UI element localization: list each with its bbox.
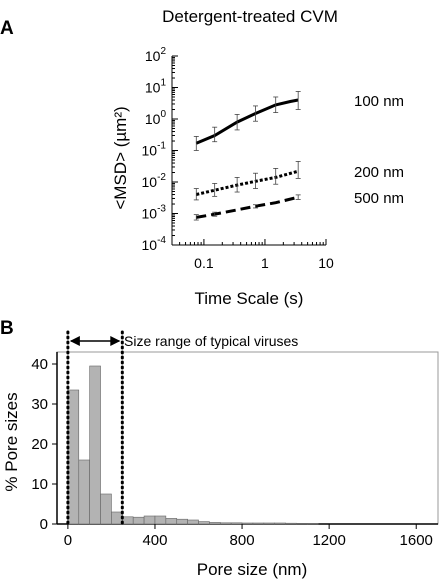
range-arrowhead-left	[69, 336, 80, 346]
chart-a-y-tick-label: 102	[145, 46, 167, 64]
chart-a-y-tick-exp: 2	[160, 46, 166, 57]
series-label-1: 100 nm	[354, 93, 404, 110]
chart-b-frame	[56, 351, 439, 525]
histogram-bar	[296, 523, 308, 525]
virus-range-label: Size range of typical viruses	[124, 333, 298, 349]
chart-a-y-tick-base: 10	[142, 174, 158, 190]
chart-b-x-tick-label: 0	[64, 532, 72, 549]
chart-a-y-tick-exp: -2	[157, 172, 166, 183]
chart-a-y-tick-exp: -3	[157, 204, 166, 215]
chart-a-y-tick-label: 101	[145, 78, 167, 96]
series-line-3	[196, 195, 299, 219]
chart-a-y-tick-exp: -1	[157, 141, 166, 152]
histogram-bar	[165, 518, 178, 525]
chart-a-x-tick-label: 1	[261, 255, 269, 271]
range-arrowhead-right	[110, 336, 121, 346]
chart-a-x-tick-label: 0.1	[194, 255, 214, 271]
chart-b-y-tick-label: 40	[31, 356, 48, 373]
chart-a-y-tick-label: 10-4	[142, 235, 167, 253]
chart-a-xlabel: Time Scale (s)	[195, 289, 304, 308]
histogram-bar	[111, 511, 123, 525]
histogram-bar	[78, 459, 90, 525]
histogram-bar	[176, 518, 188, 525]
series-line-2	[195, 169, 299, 196]
chart-a-title: Detergent-treated CVM	[162, 7, 338, 26]
series-label-2: 200 nm	[354, 164, 404, 181]
chart-a-y-tick-base: 10	[142, 237, 158, 253]
chart-a-y-tick-base: 10	[145, 48, 161, 64]
histogram-bar	[198, 521, 210, 525]
histogram-bar	[252, 522, 265, 525]
chart-a-y-tick-exp: -4	[157, 235, 166, 246]
chart-a-y-tick-label: 10-1	[142, 141, 167, 159]
chart-a-ylabel: <MSD> (µm²)	[111, 106, 130, 209]
chart-a-y-tick-base: 10	[145, 111, 161, 127]
histogram-bar	[230, 522, 243, 525]
chart-b-x-tick-label: 800	[230, 532, 255, 549]
series-label-3: 500 nm	[354, 190, 404, 207]
chart-b-y-tick-label: 10	[31, 476, 48, 493]
histogram-bar	[274, 522, 286, 525]
histogram-bar	[100, 493, 112, 525]
histogram-bar	[67, 389, 80, 525]
chart-a-y-tick-label: 10-2	[142, 172, 167, 190]
histogram-bar	[263, 522, 276, 525]
chart-b-ylabel: % Pore sizes	[2, 392, 21, 491]
histogram-bar	[209, 522, 221, 525]
panel-b-label: B	[0, 318, 14, 339]
series-line-1	[195, 98, 299, 145]
histogram-bar	[132, 516, 145, 525]
chart-a-y-tick-base: 10	[145, 80, 161, 96]
panel-a-label: A	[0, 18, 14, 39]
histogram-bar	[285, 522, 297, 525]
chart-a-x-tick-label: 10	[318, 255, 334, 271]
chart-a-y-tick-exp: 1	[160, 78, 166, 89]
chart-b-y-tick-label: 20	[31, 436, 48, 453]
chart-a-y-tick-exp: 0	[160, 109, 166, 120]
histogram-bar	[154, 515, 167, 525]
chart-b-x-tick-label: 1600	[400, 532, 433, 549]
chart-b-xlabel: Pore size (nm)	[197, 560, 308, 579]
histogram-bar	[122, 516, 134, 525]
chart-a-y-tick-label: 100	[145, 109, 167, 127]
chart-b-y-tick-label: 30	[31, 396, 48, 413]
chart-a-y-tick-base: 10	[142, 206, 158, 222]
histogram-bar	[89, 365, 101, 525]
chart-b-y-tick-label: 0	[40, 516, 48, 533]
histogram-bar	[241, 522, 254, 525]
histogram-bar	[219, 522, 232, 525]
chart-b-x-tick-label: 400	[142, 532, 167, 549]
histogram-bar	[143, 515, 156, 525]
histogram-bar	[187, 519, 199, 525]
chart-b-x-tick-label: 1200	[312, 532, 345, 549]
chart-a-y-tick-base: 10	[142, 143, 158, 159]
chart-a-y-tick-label: 10-3	[142, 204, 167, 222]
